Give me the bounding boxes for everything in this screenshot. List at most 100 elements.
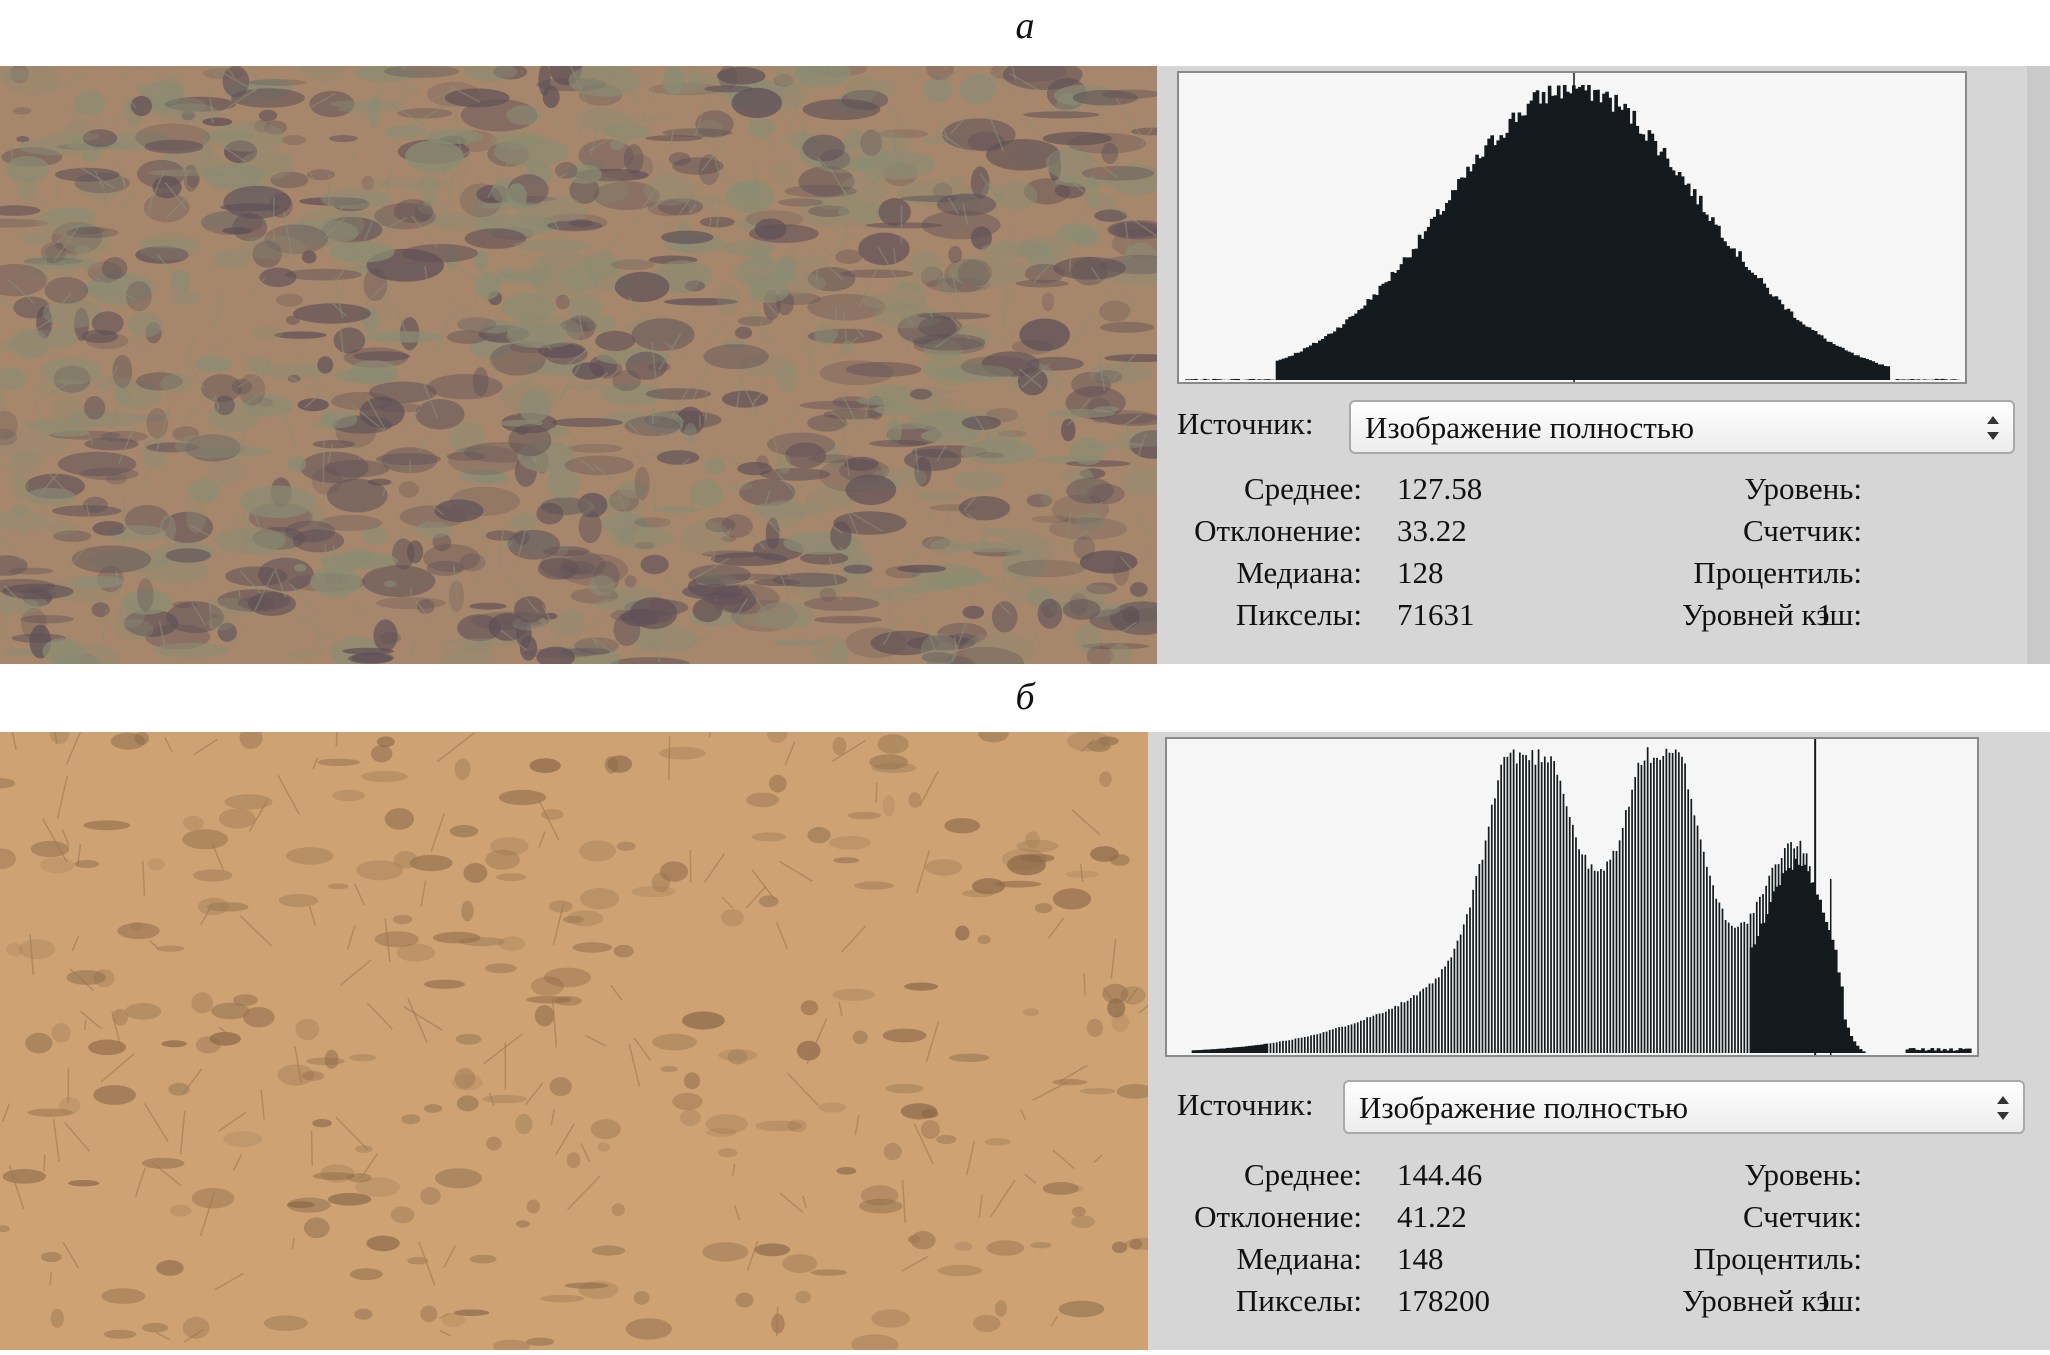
histogram-b-bar xyxy=(1662,755,1665,1053)
histogram-a-bar xyxy=(1396,269,1401,380)
histogram-a-bar xyxy=(1587,85,1591,380)
histogram-a-bar xyxy=(1850,352,1854,380)
histogram-b-bar xyxy=(1388,1009,1390,1053)
histogram-b-bar xyxy=(1955,1050,1960,1053)
histogram-b-bar xyxy=(1624,810,1627,1053)
histogram-b-bar xyxy=(1425,987,1428,1053)
histogram-a-bar xyxy=(1321,338,1325,380)
histogram-a-bar xyxy=(1508,118,1513,381)
histogram-b-bar xyxy=(1366,1017,1368,1053)
histogram-b-bar xyxy=(1201,1049,1205,1053)
histogram-a-bar xyxy=(1943,379,1948,380)
histogram-a-bar xyxy=(1692,189,1697,380)
histogram-a-bar xyxy=(1351,315,1355,380)
mean-label: Среднее: xyxy=(1243,1157,1362,1192)
histogram-a-bar xyxy=(1828,341,1833,380)
histogram-a-bar xyxy=(1414,248,1419,380)
level-label: Уровень: xyxy=(1744,1157,1862,1192)
histogram-b-bar xyxy=(1637,762,1640,1053)
cache-value: 1 xyxy=(1817,1283,1833,1318)
histogram-a-bar xyxy=(1708,220,1712,380)
histogram-a-bar xyxy=(1638,133,1643,380)
histogram-b-bar xyxy=(1593,870,1596,1053)
histogram-a-bar xyxy=(1596,89,1600,380)
histogram-a-bar xyxy=(1934,378,1939,380)
count-label: Счетчик: xyxy=(1742,513,1862,548)
dev-label: Отклонение: xyxy=(1194,1199,1362,1234)
histogram-b-bar xyxy=(1768,902,1773,1053)
histogram-b-bar xyxy=(1830,939,1835,1053)
histogram-a-bar xyxy=(1768,294,1773,380)
histogram-a-bar xyxy=(1457,179,1461,380)
histogram-b-bar xyxy=(1715,898,1718,1053)
histogram-a-bar xyxy=(1795,320,1800,380)
histogram-a-bar xyxy=(1327,333,1331,380)
histogram-a-bar xyxy=(1547,85,1552,381)
histogram-a-bar xyxy=(1185,379,1189,380)
histogram-b-bar xyxy=(1350,1024,1353,1053)
percentile-label: Процентиль: xyxy=(1693,555,1862,590)
histogram-b-bar xyxy=(1706,866,1708,1053)
histogram-a-bar xyxy=(1780,304,1785,380)
dev-value: 41.22 xyxy=(1397,1199,1467,1234)
histogram-a-bar xyxy=(1502,137,1507,380)
histogram-b-bar xyxy=(1428,983,1431,1053)
histogram-a-bar xyxy=(1714,224,1718,380)
histogram-b-bar xyxy=(1812,882,1816,1053)
source-select-b[interactable]: Изображение полностью xyxy=(1343,1080,2025,1134)
caption-b: б xyxy=(1015,676,1035,718)
histogram-a-bar xyxy=(1907,379,1912,380)
histogram-b-bar xyxy=(1724,920,1727,1053)
histogram-a-bar xyxy=(1804,326,1809,380)
histogram-a-bar xyxy=(1641,134,1646,380)
histogram-a-bar xyxy=(1296,352,1301,380)
median-label: Медиана: xyxy=(1236,555,1362,590)
histogram-a-bar xyxy=(1895,379,1900,380)
source-select-a[interactable]: Изображение полностью xyxy=(1349,400,2015,454)
histogram-b-bar xyxy=(1964,1048,1969,1053)
histogram-b-bar xyxy=(1796,864,1801,1053)
histogram-b-bar xyxy=(1213,1049,1218,1053)
histogram-b-bar xyxy=(1216,1048,1221,1053)
histogram-b-bar xyxy=(1649,762,1652,1053)
pixels-label: Пикселы: xyxy=(1235,1283,1362,1318)
histogram-b-bar xyxy=(1656,757,1658,1053)
histogram-a-bar xyxy=(1695,204,1700,380)
histogram-b-bar xyxy=(1512,749,1515,1053)
histogram-a-bar xyxy=(1635,125,1640,380)
histogram-b-bar xyxy=(1646,747,1649,1053)
histogram-b-bar xyxy=(1942,1048,1947,1053)
pixels-value: 71631 xyxy=(1397,597,1475,632)
histogram-b-bar xyxy=(1550,756,1552,1053)
histogram-b-bar xyxy=(1515,763,1518,1053)
dev-label: Отклонение: xyxy=(1194,513,1362,548)
histogram-a-bar xyxy=(1644,140,1649,380)
window-scrollbar-a[interactable] xyxy=(2027,66,2050,664)
histogram-b-bar xyxy=(1553,761,1556,1053)
histogram-a-bar xyxy=(1215,379,1219,380)
histogram-b-bar xyxy=(1481,859,1484,1053)
histogram-a-bar xyxy=(1856,355,1860,380)
histogram-a-bar xyxy=(1248,379,1253,380)
histogram-b-bar xyxy=(1322,1032,1325,1053)
histogram-b-bar xyxy=(1699,839,1702,1053)
histogram-a-bar xyxy=(1665,158,1670,380)
histogram-a-bar xyxy=(1952,379,1957,380)
caption-a: а xyxy=(1015,5,1035,47)
histogram-b-bar xyxy=(1600,868,1602,1053)
histogram-b-bar xyxy=(1303,1036,1306,1053)
histogram-a-bar xyxy=(1230,379,1234,380)
histogram-a-bar xyxy=(1871,361,1875,380)
histogram-b-bar xyxy=(1494,798,1496,1053)
histogram-b-bar xyxy=(1291,1039,1294,1053)
histogram-b-bar xyxy=(1450,957,1453,1053)
histogram-a-bar xyxy=(1605,91,1609,381)
histogram-b-bar xyxy=(1509,752,1512,1053)
histogram-a-bar xyxy=(1762,283,1767,380)
histogram-a-bar xyxy=(1463,177,1467,380)
histogram-b-bar xyxy=(1952,1050,1957,1053)
histogram-b-bar xyxy=(1534,764,1537,1053)
histogram-a-bar xyxy=(1581,85,1585,380)
histogram-a-bar xyxy=(1357,309,1361,380)
histogram-b-bar xyxy=(1229,1047,1233,1053)
